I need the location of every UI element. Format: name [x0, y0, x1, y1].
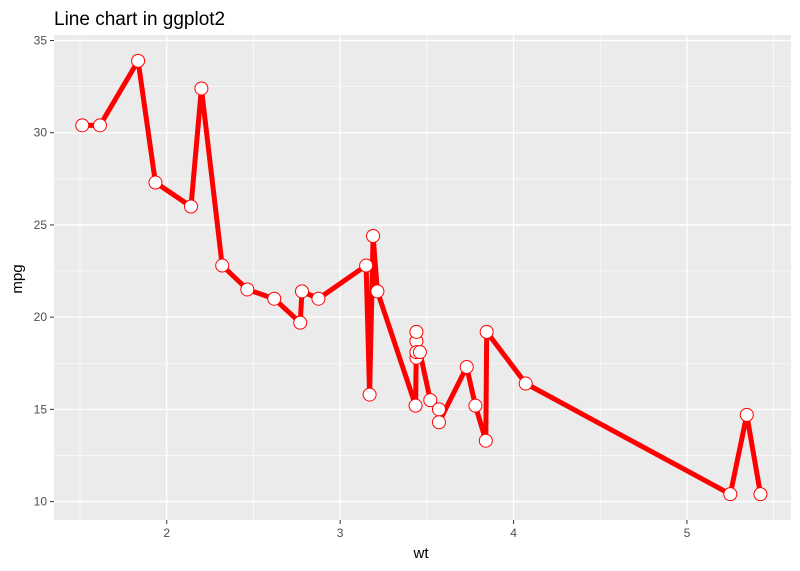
y-axis-title: mpg [9, 264, 26, 293]
data-point [294, 284, 309, 299]
y-tick-label: 10 [34, 495, 48, 509]
data-point [194, 81, 209, 96]
data-point [412, 345, 427, 360]
data-point [75, 118, 90, 133]
data-point [468, 398, 483, 413]
data-points [75, 53, 768, 502]
data-point [240, 282, 255, 297]
data-point [92, 118, 107, 133]
data-point [723, 487, 738, 502]
data-point [267, 291, 282, 306]
y-tick-label: 15 [34, 402, 48, 416]
data-point [362, 387, 377, 402]
y-tick-label: 25 [34, 218, 48, 232]
data-point [293, 315, 308, 330]
data-point [409, 324, 424, 339]
data-point [359, 258, 374, 273]
data-point [431, 402, 446, 417]
data-point [215, 258, 230, 273]
data-point [148, 175, 163, 190]
data-point [423, 393, 438, 408]
data-point [311, 291, 326, 306]
chart-title: Line chart in ggplot2 [54, 9, 225, 30]
plot-panel [54, 35, 791, 520]
data-point [183, 199, 198, 214]
data-point [739, 407, 754, 422]
major-gridlines [54, 35, 791, 520]
y-tick-label: 35 [34, 34, 48, 48]
data-point [479, 324, 494, 339]
x-tick-label: 5 [684, 526, 691, 540]
y-axis: 10 15 20 25 30 35 [34, 34, 54, 509]
x-tick-label: 3 [337, 526, 344, 540]
x-axis-title: wt [413, 545, 430, 562]
data-point [459, 359, 474, 374]
x-tick-label: 2 [163, 526, 170, 540]
data-point [408, 398, 423, 413]
y-tick-label: 30 [34, 126, 48, 140]
data-point [131, 53, 146, 68]
data-point [370, 284, 385, 299]
y-tick-label: 20 [34, 310, 48, 324]
data-point [753, 487, 768, 502]
x-axis: 2 3 4 5 [163, 520, 691, 540]
x-tick-label: 4 [510, 526, 517, 540]
data-point [518, 376, 533, 391]
data-point [431, 415, 446, 430]
minor-gridlines [54, 35, 791, 520]
data-point [366, 229, 381, 244]
data-point [478, 433, 493, 448]
